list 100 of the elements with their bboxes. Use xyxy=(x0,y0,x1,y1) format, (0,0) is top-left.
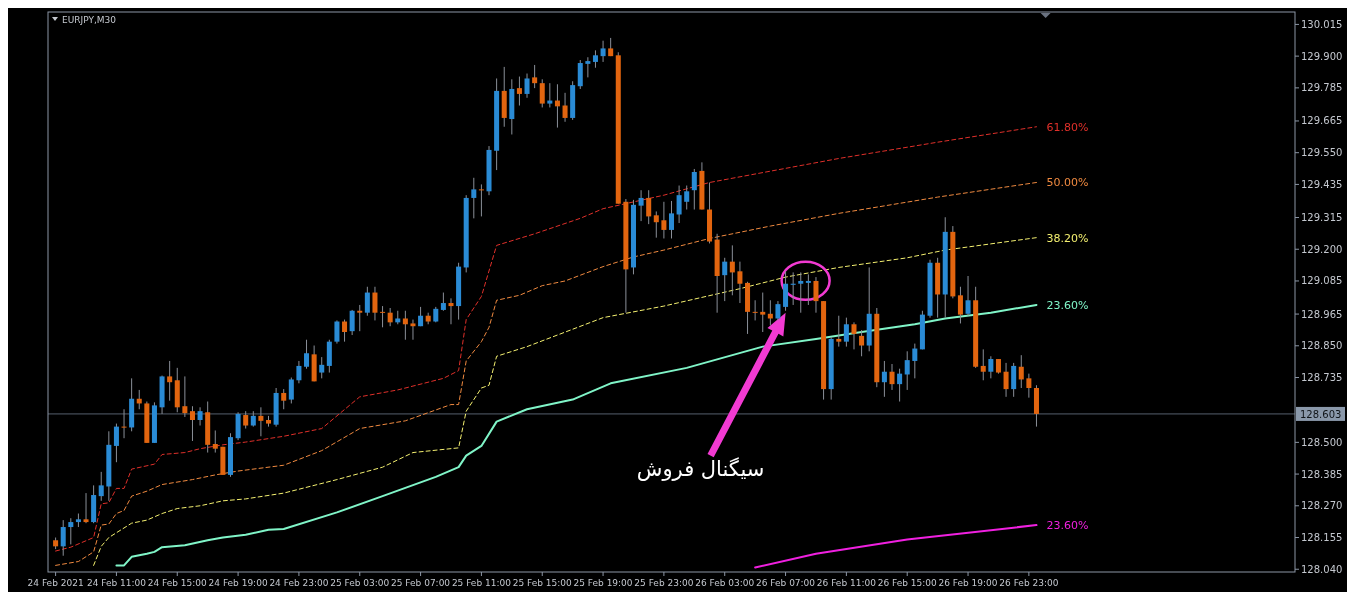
candlestick xyxy=(319,356,325,379)
series-label: 23.60% xyxy=(1046,298,1089,312)
line-series xyxy=(115,303,1038,567)
candlestick xyxy=(684,185,690,211)
x-tick-label: 24 Feb 11:00 xyxy=(86,578,147,588)
candlestick xyxy=(577,59,583,90)
candlestick xyxy=(478,183,484,217)
line-series xyxy=(55,126,1037,552)
candlestick xyxy=(372,286,378,321)
candlestick xyxy=(661,201,667,239)
y-tick-label: 129.785 xyxy=(1301,82,1343,94)
x-tick-label: 25 Feb 19:00 xyxy=(573,578,633,588)
candlestick xyxy=(410,319,416,341)
candlestick xyxy=(1011,362,1017,398)
candlestick xyxy=(805,273,811,306)
candlestick xyxy=(912,343,918,379)
x-tick-label: 25 Feb 15:00 xyxy=(512,578,573,588)
candlestick xyxy=(980,348,986,381)
candlestick xyxy=(638,189,644,222)
candlestick xyxy=(258,406,264,437)
y-tick-label: 128.500 xyxy=(1301,436,1343,448)
candlestick xyxy=(532,64,538,89)
y-tick-label: 129.315 xyxy=(1301,212,1343,224)
candlestick xyxy=(1026,373,1032,399)
candlestick xyxy=(98,471,104,502)
y-tick-label: 129.085 xyxy=(1301,275,1343,287)
candlestick xyxy=(539,78,545,108)
y-tick-label: 128.155 xyxy=(1301,532,1343,544)
y-tick-label: 128.735 xyxy=(1301,372,1343,384)
series-label: 23.60% xyxy=(1046,519,1089,533)
y-tick-label: 129.435 xyxy=(1301,178,1343,190)
candlestick xyxy=(676,185,682,224)
y-tick-label: 130.015 xyxy=(1301,18,1343,30)
candlestick xyxy=(357,304,363,332)
y-tick-label: 128.040 xyxy=(1301,563,1343,575)
candlestick xyxy=(68,517,74,545)
candlestick xyxy=(342,319,348,343)
line-series xyxy=(55,181,1037,566)
candlestick xyxy=(760,292,766,333)
y-tick-label: 128.385 xyxy=(1301,468,1343,480)
candlestick xyxy=(737,261,743,304)
candlestick xyxy=(897,368,903,403)
candlestick xyxy=(296,360,302,384)
candlestick xyxy=(304,339,310,370)
candlestick xyxy=(197,406,203,427)
candlestick xyxy=(859,329,865,357)
candlestick xyxy=(722,257,728,302)
candlestick xyxy=(752,299,758,321)
x-tick-label: 26 Feb 11:00 xyxy=(816,578,877,588)
y-tick-label: 129.200 xyxy=(1301,243,1343,255)
candlestick xyxy=(83,492,89,524)
x-tick-label: 26 Feb 19:00 xyxy=(938,578,998,588)
line-series xyxy=(754,524,1038,569)
y-tick-label: 129.665 xyxy=(1301,115,1343,127)
candlestick xyxy=(387,307,393,327)
candlestick xyxy=(334,319,340,345)
candlestick xyxy=(668,200,675,239)
candlestick xyxy=(600,40,606,63)
candlestick xyxy=(775,300,781,321)
ref-line-label: 128.603 xyxy=(1300,408,1342,420)
candlestick xyxy=(364,286,370,317)
x-tick-label: 24 Feb 2021 xyxy=(27,578,84,588)
x-tick-label: 24 Feb 19:00 xyxy=(208,578,268,588)
candlestick xyxy=(113,423,119,463)
candlestick xyxy=(881,360,887,398)
x-tick-label: 25 Feb 07:00 xyxy=(391,578,451,588)
series-label: 50.00% xyxy=(1046,176,1089,190)
y-tick-label: 128.965 xyxy=(1301,308,1343,320)
x-tick-label: 25 Feb 03:00 xyxy=(330,578,390,588)
candlestick xyxy=(402,310,408,341)
candlestick xyxy=(988,355,994,379)
x-tick-label: 26 Feb 03:00 xyxy=(695,578,755,588)
x-tick-label: 24 Feb 15:00 xyxy=(147,578,208,588)
candlestick xyxy=(646,189,652,225)
x-tick-label: 24 Feb 23:00 xyxy=(269,578,329,588)
y-tick-label: 129.550 xyxy=(1301,147,1343,159)
candlestick xyxy=(212,429,218,454)
chart-title: EURJPY,M30 xyxy=(62,15,117,25)
candlestick xyxy=(562,92,568,123)
annotation: سیگنال فروش xyxy=(636,456,765,481)
candlestick xyxy=(516,76,522,107)
candlestick xyxy=(380,305,386,328)
x-tick-label: 26 Feb 07:00 xyxy=(756,578,816,588)
candlestick xyxy=(189,405,195,442)
candlestick xyxy=(843,317,849,348)
candlestick xyxy=(182,375,188,418)
candlestick xyxy=(471,177,477,219)
candlestick xyxy=(1003,362,1009,398)
candlestick xyxy=(729,244,735,296)
candlestick xyxy=(585,56,591,78)
candlestick xyxy=(121,408,127,439)
candlestick xyxy=(349,309,355,336)
series-label: 61.80% xyxy=(1046,120,1089,134)
candlestick xyxy=(691,168,697,211)
y-tick-label: 128.270 xyxy=(1301,500,1343,512)
y-tick-label: 129.900 xyxy=(1301,50,1343,62)
candlestick xyxy=(167,360,173,402)
candlestick xyxy=(836,315,842,348)
x-tick-label: 25 Feb 11:00 xyxy=(451,578,512,588)
candlestick xyxy=(60,519,66,557)
